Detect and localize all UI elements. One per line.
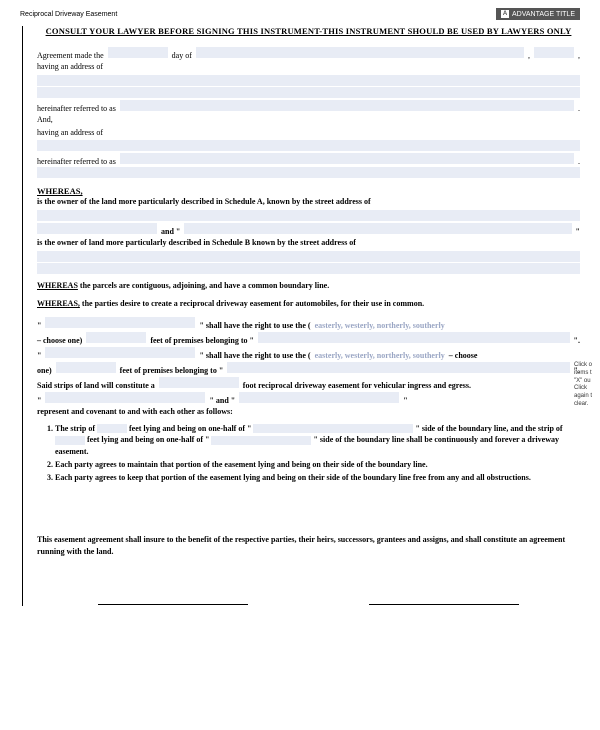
whereas-2-pre: WHEREAS — [37, 281, 78, 290]
feet-field-2[interactable] — [56, 362, 116, 373]
blank-row-1[interactable] — [37, 167, 580, 178]
referred-field-2[interactable] — [120, 153, 574, 164]
q4: ". — [574, 336, 580, 345]
year-field[interactable] — [534, 47, 574, 58]
side-instruction: Click o items t "X" ou Click again t cle… — [574, 362, 598, 409]
and-label: And, — [37, 114, 580, 127]
referred-field-1[interactable] — [120, 100, 574, 111]
rep-cov: represent and covenant to and with each … — [37, 406, 580, 419]
choose-1: – choose one) — [37, 336, 82, 345]
whereas-3: the parties desire to create a reciproca… — [80, 299, 424, 308]
feet-field-1[interactable] — [86, 332, 146, 343]
covenant-2: Each party agrees to maintain that porti… — [55, 459, 580, 470]
covenant-3: Each party agrees to keep that portion o… — [55, 472, 580, 483]
covenants-list: The strip of feet lying and being on one… — [37, 423, 580, 484]
whereas-2: the parcels are contiguous, adjoining, a… — [78, 281, 329, 290]
address-intro-1: having an address of — [37, 61, 580, 74]
cov1-feet-1[interactable] — [97, 424, 127, 433]
strip-intro: Said strips of land will constitute a — [37, 381, 155, 390]
covenant-1: The strip of feet lying and being on one… — [55, 423, 580, 458]
directions-2[interactable]: easterly, westerly, northerly, southerly — [315, 351, 445, 360]
and-quote: and " — [161, 227, 180, 236]
address-field-1[interactable] — [37, 75, 580, 86]
day-field[interactable] — [108, 47, 168, 58]
q2: . — [578, 157, 580, 166]
signature-line-1[interactable] — [98, 604, 248, 606]
r1a: " — [37, 321, 41, 330]
address-field-1b[interactable] — [37, 87, 580, 98]
whereas-3-pre: WHEREAS, — [37, 299, 80, 308]
closing-para: This easement agreement shall insure to … — [37, 534, 580, 558]
owner-field-1[interactable] — [258, 332, 570, 343]
cov1-party-1[interactable] — [253, 424, 413, 433]
party-field-1[interactable] — [45, 317, 195, 328]
sched-a-field2[interactable] — [37, 223, 157, 234]
month-field[interactable] — [196, 47, 524, 58]
address-intro-2: having an address of — [37, 127, 580, 140]
referred-as-2: hereinafter referred to as — [37, 157, 116, 166]
rc-field-2[interactable] — [239, 392, 399, 403]
strip-suffix: foot reciprocal driveway easement for ve… — [243, 381, 471, 390]
comma2: , — [578, 51, 580, 60]
party-field-2[interactable] — [45, 347, 195, 358]
comma: , — [528, 51, 530, 60]
cov1-party-2[interactable] — [211, 436, 311, 445]
doc-header-title: Reciprocal Driveway Easement — [20, 11, 117, 18]
q1: . — [578, 104, 580, 113]
r2b: " shall have the right to use the ( — [199, 351, 310, 360]
sched-a-field[interactable] — [37, 210, 580, 221]
feet-prem-1: feet of premises belonging to " — [150, 336, 254, 345]
agreement-day: day of — [172, 51, 192, 60]
r2a: " — [37, 351, 41, 360]
whereas-head-1: WHEREAS, — [37, 186, 580, 196]
referred-as-1: hereinafter referred to as — [37, 104, 116, 113]
one-label: one) — [37, 366, 52, 375]
rc1: " — [37, 396, 41, 405]
signature-line-2[interactable] — [369, 604, 519, 606]
q3: " — [576, 227, 580, 236]
brand-logo-icon: A — [501, 10, 509, 18]
directions-1[interactable]: easterly, westerly, northerly, southerly — [315, 321, 445, 330]
feet-prem-2: feet of premises belonging to " — [120, 366, 224, 375]
r1b: " shall have the right to use the ( — [199, 321, 310, 330]
strip-feet-field[interactable] — [159, 377, 239, 388]
warning-title: CONSULT YOUR LAWYER BEFORE SIGNING THIS … — [37, 26, 580, 36]
agreement-prefix: Agreement made the — [37, 51, 104, 60]
rc3: " — [403, 396, 407, 405]
choose-2b: – choose — [449, 351, 478, 360]
rc-field-1[interactable] — [45, 392, 205, 403]
whereas-1b: is the owner of land more particularly d… — [37, 237, 580, 250]
rc2: " and " — [209, 396, 235, 405]
whereas-1a: is the owner of the land more particular… — [37, 196, 580, 209]
sched-b-field[interactable] — [37, 251, 580, 262]
address-field-2[interactable] — [37, 140, 580, 151]
brand-text: ADVANTAGE TITLE — [512, 11, 575, 18]
owner-field-2[interactable] — [227, 362, 569, 373]
brand-badge: A ADVANTAGE TITLE — [496, 8, 580, 20]
cov1-feet-2[interactable] — [55, 436, 85, 445]
sched-b-field2[interactable] — [37, 263, 580, 274]
sched-b-name[interactable] — [184, 223, 571, 234]
